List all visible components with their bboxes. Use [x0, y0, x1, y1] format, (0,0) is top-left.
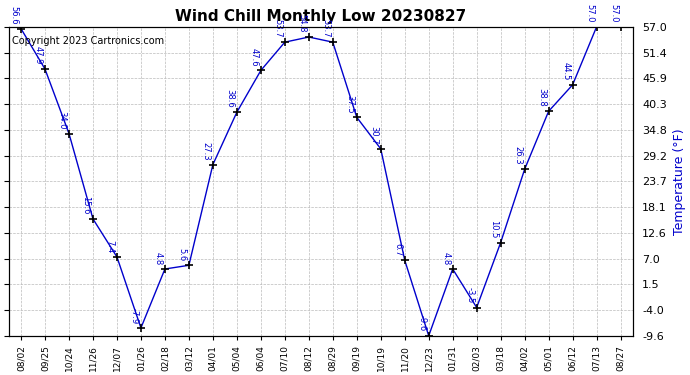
Text: 4.8: 4.8	[153, 252, 162, 265]
Text: 38.8: 38.8	[538, 88, 546, 107]
Text: -7.9: -7.9	[130, 308, 139, 324]
Text: Copyright 2023 Cartronics.com: Copyright 2023 Cartronics.com	[12, 36, 164, 46]
Text: 37.5: 37.5	[345, 94, 355, 113]
Title: Wind Chill Monthly Low 20230827: Wind Chill Monthly Low 20230827	[175, 9, 466, 24]
Text: 27.3: 27.3	[201, 142, 210, 160]
Text: 47.9: 47.9	[34, 46, 43, 65]
Text: 34.0: 34.0	[57, 111, 66, 129]
Text: 26.3: 26.3	[513, 147, 522, 165]
Y-axis label: Temperature (°F): Temperature (°F)	[673, 128, 686, 235]
Text: -3.5: -3.5	[465, 287, 474, 303]
Text: 57.0: 57.0	[609, 4, 618, 22]
Text: 53.7: 53.7	[273, 20, 282, 38]
Text: 47.6: 47.6	[249, 48, 258, 66]
Text: 10.5: 10.5	[489, 220, 498, 239]
Text: 38.6: 38.6	[226, 89, 235, 108]
Text: -9.6: -9.6	[417, 315, 426, 332]
Text: 6.7: 6.7	[393, 243, 402, 256]
Text: 30.7: 30.7	[369, 126, 378, 145]
Text: 5.6: 5.6	[177, 248, 186, 261]
Text: 4.8: 4.8	[441, 252, 451, 265]
Text: 15.6: 15.6	[81, 196, 90, 215]
Text: 53.7: 53.7	[322, 20, 331, 38]
Text: 7.4: 7.4	[106, 240, 115, 253]
Text: 44.5: 44.5	[561, 62, 570, 81]
Text: 56.6: 56.6	[10, 6, 19, 24]
Text: 57.0: 57.0	[585, 4, 594, 22]
Text: 54.8: 54.8	[297, 14, 306, 33]
